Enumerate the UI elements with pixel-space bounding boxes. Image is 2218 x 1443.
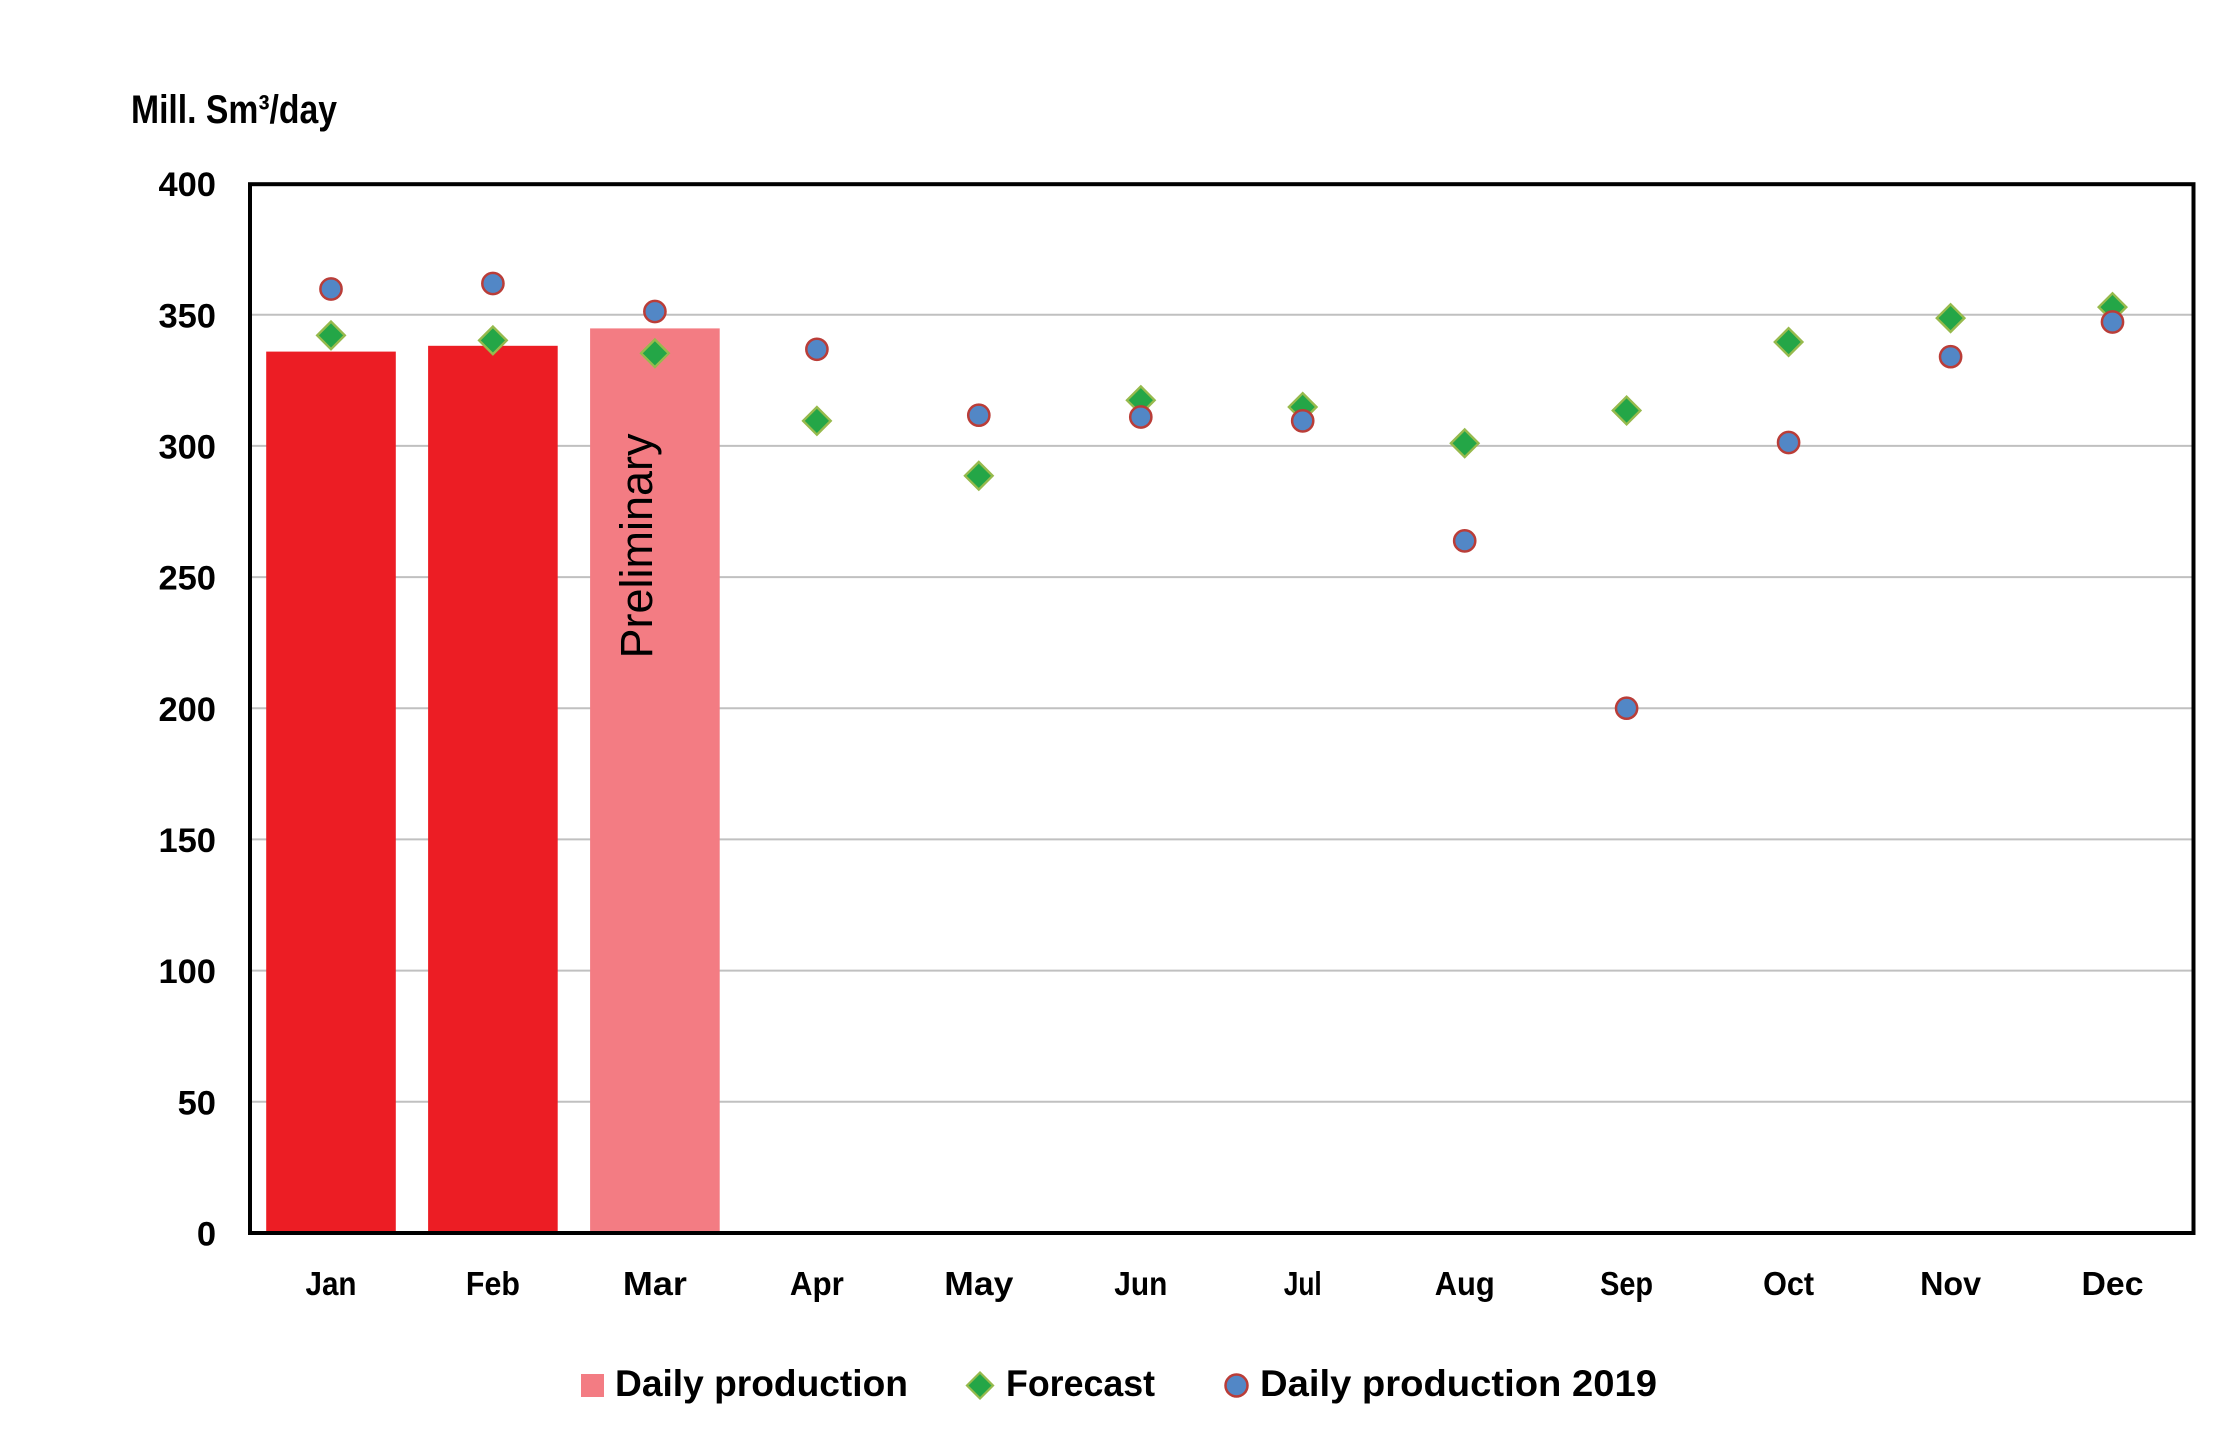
svg-text:100: 100	[158, 953, 216, 991]
svg-text:Oct: Oct	[1763, 1265, 1814, 1302]
svg-text:Daily production: Daily production	[615, 1363, 908, 1404]
svg-text:250: 250	[158, 560, 216, 598]
svg-text:Feb: Feb	[466, 1265, 520, 1302]
svg-text:Sep: Sep	[1600, 1265, 1653, 1302]
svg-text:Dec: Dec	[2082, 1265, 2144, 1302]
svg-text:Mill. Sm³/day: Mill. Sm³/day	[131, 88, 338, 132]
svg-text:0: 0	[197, 1216, 216, 1254]
svg-text:Jan: Jan	[306, 1265, 357, 1302]
svg-text:Aug: Aug	[1435, 1265, 1495, 1302]
svg-text:May: May	[944, 1265, 1014, 1302]
svg-text:400: 400	[158, 166, 216, 204]
svg-text:Jul: Jul	[1284, 1265, 1322, 1302]
svg-text:Apr: Apr	[790, 1265, 844, 1302]
svg-text:300: 300	[158, 429, 216, 467]
svg-text:Mar: Mar	[623, 1265, 687, 1302]
svg-text:Daily production 2019: Daily production 2019	[1260, 1363, 1657, 1404]
svg-text:350: 350	[158, 297, 216, 335]
svg-text:Nov: Nov	[1920, 1265, 1982, 1302]
svg-text:200: 200	[158, 691, 216, 729]
svg-text:Jun: Jun	[1114, 1265, 1167, 1302]
svg-text:Preliminary: Preliminary	[611, 433, 662, 659]
svg-text:150: 150	[158, 822, 216, 860]
svg-text:Forecast: Forecast	[1006, 1363, 1155, 1404]
svg-text:50: 50	[178, 1084, 216, 1122]
